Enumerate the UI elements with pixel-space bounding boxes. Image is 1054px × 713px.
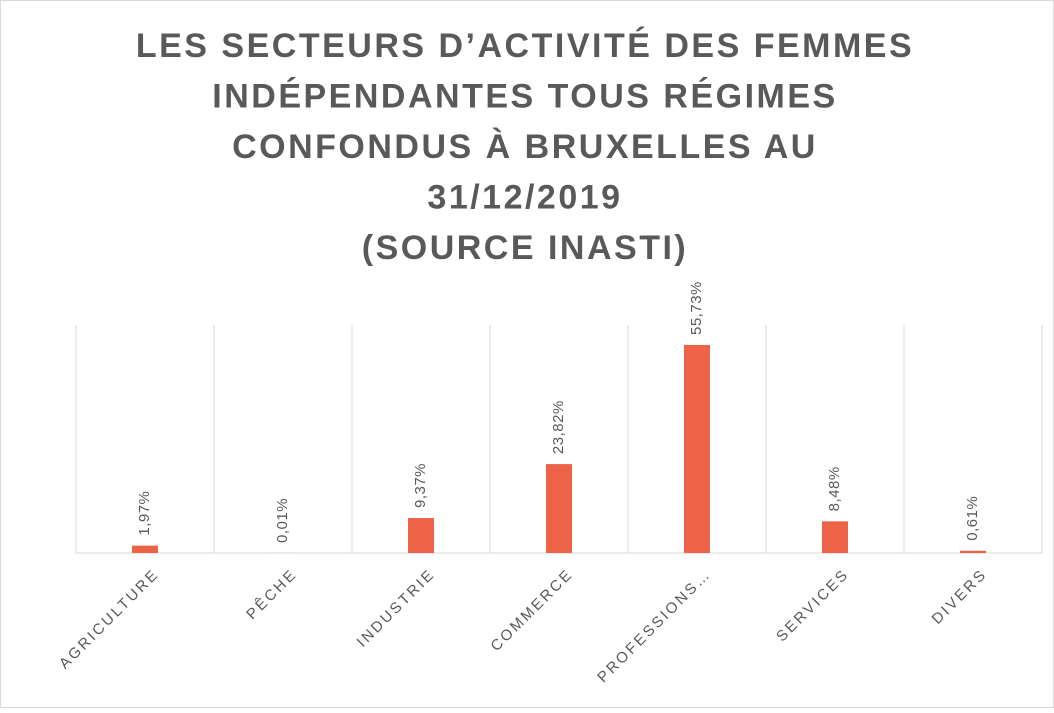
chart-title: LES SECTEURS D’ACTIVITÉ DES FEMMES bbox=[136, 27, 914, 65]
bar bbox=[132, 546, 158, 553]
data-label: 0,61% bbox=[964, 496, 981, 541]
bar bbox=[822, 521, 848, 553]
bar bbox=[408, 518, 434, 553]
data-label: 1,97% bbox=[136, 491, 153, 536]
bar bbox=[960, 551, 986, 553]
data-label: 8,48% bbox=[826, 466, 843, 511]
chart-title: CONFONDUS À BRUXELLES AU bbox=[232, 128, 818, 166]
data-label: 0,01% bbox=[274, 498, 291, 543]
data-label: 23,82% bbox=[550, 400, 567, 454]
chart-title: 31/12/2019 bbox=[427, 178, 622, 216]
data-label: 55,73% bbox=[688, 281, 705, 335]
data-label: 9,37% bbox=[412, 463, 429, 508]
bar bbox=[684, 345, 710, 553]
bar bbox=[546, 464, 572, 553]
chart-title: (SOURCE INASTI) bbox=[362, 229, 689, 267]
chart-title: INDÉPENDANTES TOUS RÉGIMES bbox=[212, 77, 837, 115]
